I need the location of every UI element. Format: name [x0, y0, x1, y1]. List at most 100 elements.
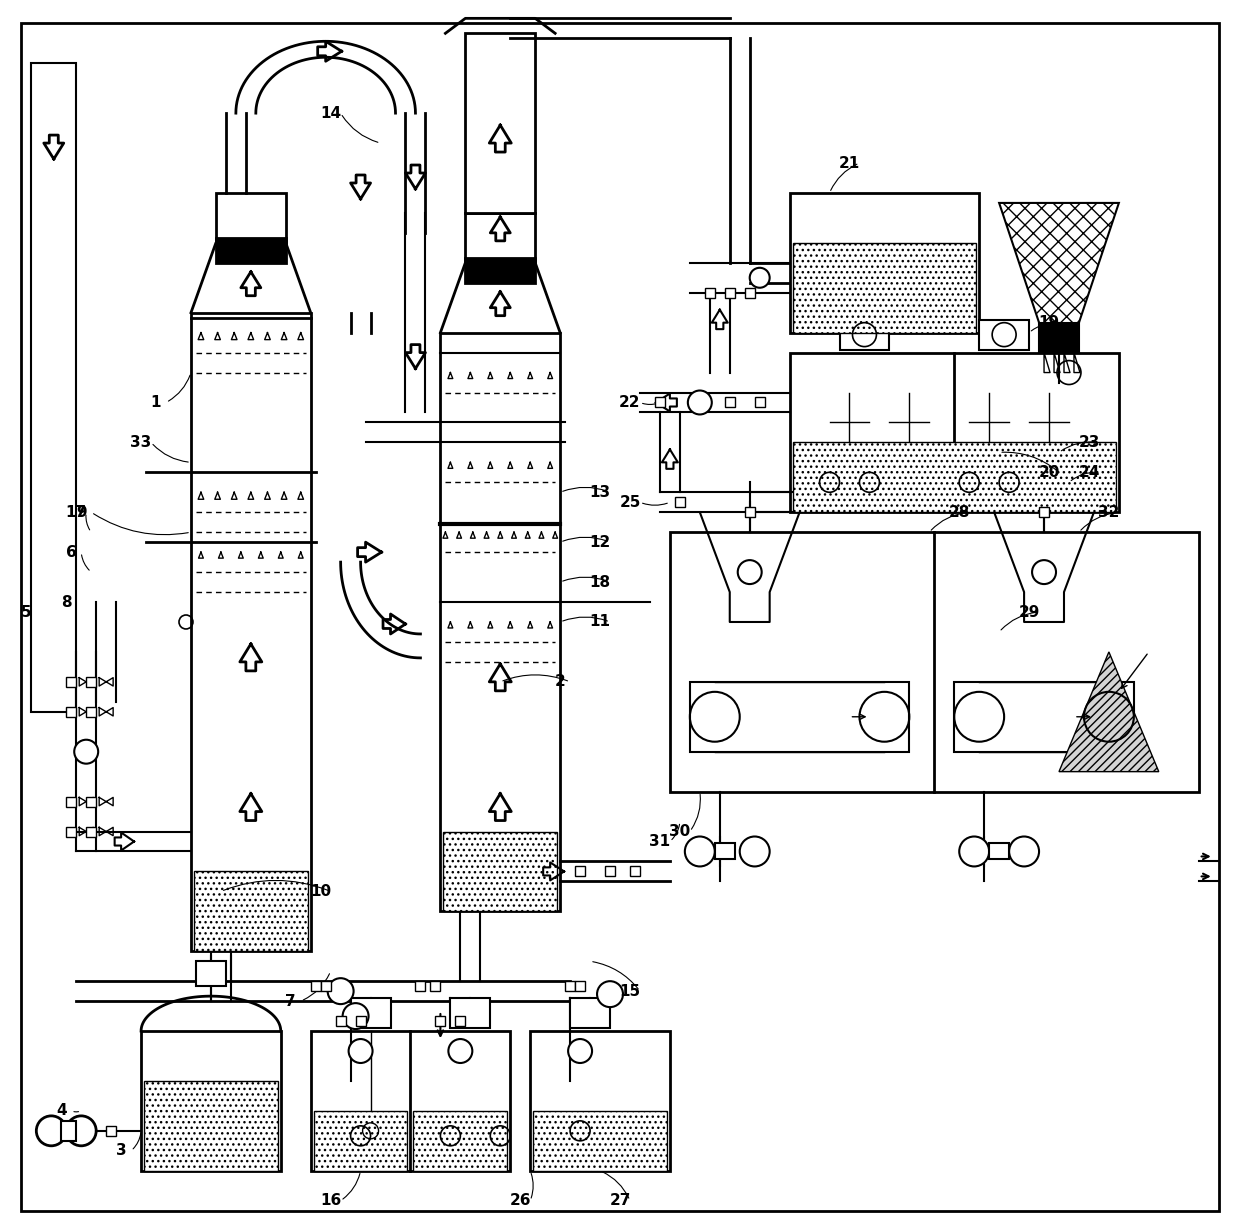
Bar: [533, 1111, 667, 1170]
Text: 28: 28: [949, 505, 970, 520]
Circle shape: [74, 739, 98, 764]
Text: 31: 31: [650, 834, 671, 849]
Bar: [1039, 508, 1049, 517]
Bar: [655, 398, 665, 408]
Bar: [605, 866, 615, 876]
Bar: [196, 961, 226, 986]
Bar: [745, 288, 755, 298]
Circle shape: [688, 391, 712, 414]
Bar: [450, 998, 490, 1027]
Bar: [792, 243, 976, 333]
Polygon shape: [1059, 652, 1159, 771]
Text: 7: 7: [285, 994, 296, 1009]
Text: 11: 11: [589, 615, 610, 630]
Bar: [87, 676, 97, 686]
Bar: [356, 1016, 366, 1026]
Text: 26: 26: [510, 1193, 531, 1209]
Bar: [430, 981, 440, 992]
Text: 22: 22: [619, 395, 641, 410]
Bar: [191, 313, 311, 951]
Bar: [141, 1031, 280, 1170]
Bar: [990, 844, 1009, 860]
Bar: [66, 707, 76, 717]
Bar: [336, 1016, 346, 1026]
Text: 14: 14: [320, 106, 341, 121]
Text: 15: 15: [620, 983, 641, 999]
Bar: [455, 1016, 465, 1026]
Text: 33: 33: [130, 435, 151, 450]
Text: 20: 20: [1038, 464, 1060, 479]
Bar: [675, 498, 684, 508]
Text: 25: 25: [619, 495, 641, 510]
Text: 24: 24: [1079, 464, 1100, 479]
Circle shape: [449, 1039, 472, 1063]
Text: 13: 13: [589, 484, 610, 500]
Text: 27: 27: [609, 1193, 631, 1209]
Bar: [311, 981, 321, 992]
Bar: [839, 319, 889, 350]
Text: 3: 3: [115, 1143, 126, 1158]
Polygon shape: [999, 203, 1118, 382]
Text: 21: 21: [838, 155, 861, 170]
Bar: [144, 1080, 278, 1170]
Text: 6: 6: [66, 545, 77, 559]
Bar: [531, 1031, 670, 1170]
Circle shape: [740, 837, 770, 866]
Bar: [792, 442, 1116, 513]
Text: 8: 8: [61, 595, 72, 610]
Bar: [745, 508, 755, 517]
Text: 30: 30: [670, 824, 691, 839]
Circle shape: [1009, 837, 1039, 866]
Bar: [415, 981, 425, 992]
Circle shape: [960, 837, 990, 866]
Bar: [66, 827, 76, 837]
Text: 18: 18: [589, 574, 610, 590]
Bar: [87, 797, 97, 807]
Bar: [87, 827, 97, 837]
Bar: [444, 832, 557, 912]
Bar: [31, 63, 76, 712]
Bar: [790, 352, 1118, 513]
Bar: [193, 871, 308, 951]
Bar: [107, 1126, 117, 1136]
Text: 19: 19: [1038, 315, 1060, 330]
Bar: [955, 681, 1133, 752]
Bar: [630, 866, 640, 876]
Bar: [435, 1016, 445, 1026]
Bar: [311, 1031, 510, 1170]
Bar: [66, 797, 76, 807]
Bar: [314, 1111, 408, 1170]
Bar: [689, 681, 909, 752]
Circle shape: [596, 981, 622, 1007]
Text: 10: 10: [310, 883, 331, 899]
Text: 4: 4: [56, 1104, 67, 1119]
Bar: [413, 1111, 507, 1170]
Bar: [565, 981, 575, 992]
Text: 12: 12: [589, 535, 610, 549]
Bar: [465, 257, 536, 283]
Bar: [351, 998, 391, 1027]
Bar: [570, 998, 610, 1027]
Text: 1: 1: [151, 395, 161, 410]
Bar: [980, 319, 1029, 350]
Bar: [575, 866, 585, 876]
Text: 16: 16: [320, 1193, 341, 1209]
Bar: [714, 844, 735, 860]
Text: 17: 17: [66, 505, 87, 520]
Text: 29: 29: [1018, 605, 1040, 620]
Circle shape: [342, 1003, 368, 1029]
Bar: [575, 981, 585, 992]
Bar: [465, 33, 536, 213]
Bar: [321, 981, 331, 992]
Bar: [670, 532, 1199, 792]
Bar: [440, 333, 560, 912]
Bar: [87, 707, 97, 717]
Bar: [704, 288, 714, 298]
Circle shape: [568, 1039, 591, 1063]
Bar: [66, 676, 76, 686]
Text: 23: 23: [1079, 435, 1100, 450]
Text: 9: 9: [76, 505, 87, 520]
Circle shape: [750, 267, 770, 288]
Bar: [61, 1121, 76, 1141]
Text: 32: 32: [1099, 505, 1120, 520]
